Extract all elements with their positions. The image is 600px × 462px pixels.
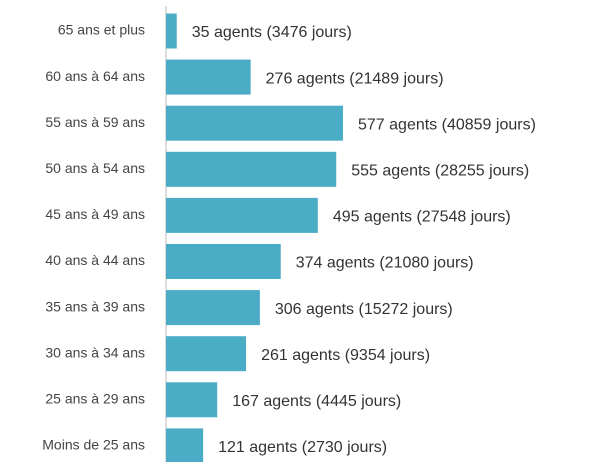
bar <box>166 382 218 418</box>
bar <box>166 105 343 141</box>
bar <box>166 244 281 279</box>
value-label: 261 agents (9354 jours) <box>261 347 430 364</box>
value-label: 577 agents (40859 jours) <box>358 116 536 133</box>
category-label: 65 ans et plus <box>58 22 145 38</box>
category-label: 40 ans à 44 ans <box>45 252 145 268</box>
bar <box>166 197 318 233</box>
value-label: 121 agents (2730 jours) <box>218 439 387 456</box>
category-label: 50 ans à 54 ans <box>45 160 145 176</box>
category-label: 30 ans à 34 ans <box>45 344 145 360</box>
bar <box>166 336 247 372</box>
category-label: 60 ans à 64 ans <box>45 68 145 84</box>
category-label: 25 ans à 29 ans <box>45 391 145 407</box>
bar <box>166 59 251 95</box>
category-label: 35 ans à 39 ans <box>45 298 145 314</box>
bar <box>166 151 337 187</box>
bar <box>166 428 204 462</box>
value-label: 276 agents (21489 jours) <box>266 70 444 87</box>
category-label: 55 ans à 59 ans <box>45 114 145 130</box>
category-label: Moins de 25 ans <box>42 437 145 453</box>
value-label: 555 agents (28255 jours) <box>351 163 529 180</box>
value-label: 374 agents (21080 jours) <box>296 255 474 272</box>
value-label: 167 agents (4445 jours) <box>232 393 401 410</box>
bar <box>166 290 260 326</box>
category-label: 45 ans à 49 ans <box>45 206 145 222</box>
value-label: 306 agents (15272 jours) <box>275 301 453 318</box>
bar <box>166 13 177 49</box>
value-label: 35 agents (3476 jours) <box>192 24 352 41</box>
value-label: 495 agents (27548 jours) <box>333 209 511 226</box>
